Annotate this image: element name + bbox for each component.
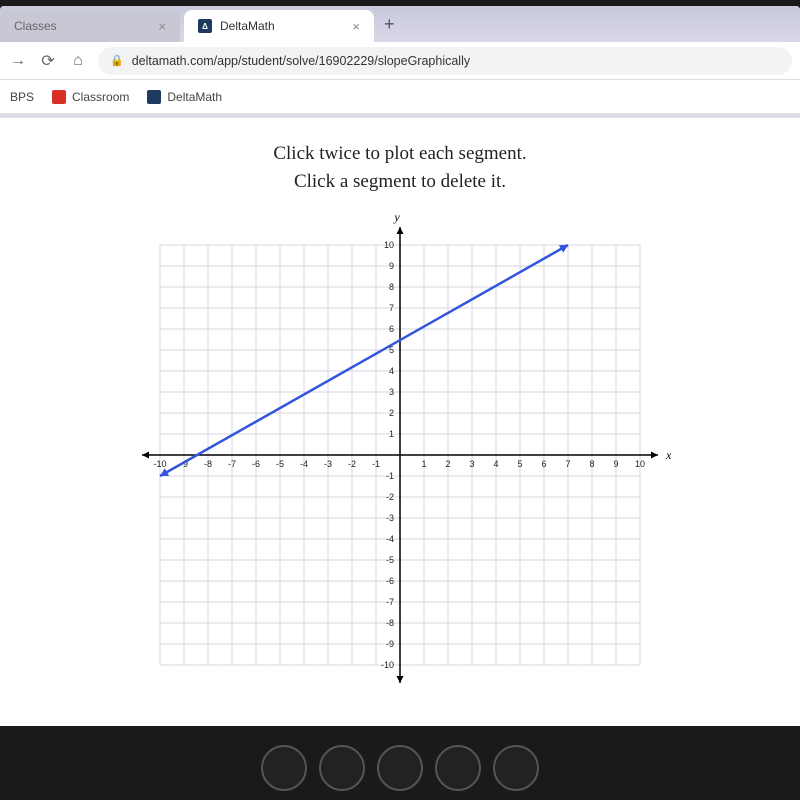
close-icon[interactable]: × (352, 19, 360, 34)
url-text: deltamath.com/app/student/solve/16902229… (132, 54, 470, 68)
svg-text:9: 9 (389, 261, 394, 271)
svg-text:-6: -6 (386, 576, 394, 586)
close-icon[interactable]: × (158, 19, 166, 34)
forward-icon[interactable]: → (8, 52, 28, 70)
dock-app-icon[interactable] (261, 745, 307, 791)
graph-canvas[interactable]: -10-9-8-7-6-5-4-3-2-112345678910-10-9-8-… (120, 205, 680, 705)
svg-text:-3: -3 (386, 513, 394, 523)
svg-text:8: 8 (589, 459, 594, 469)
reload-icon[interactable]: ⟳ (38, 51, 58, 71)
home-icon[interactable]: ⌂ (68, 52, 88, 70)
svg-text:1: 1 (421, 459, 426, 469)
svg-text:-4: -4 (300, 459, 308, 469)
svg-text:-10: -10 (153, 459, 166, 469)
dock-app-icon[interactable] (377, 745, 423, 791)
bookmark-classroom[interactable]: Classroom (52, 90, 129, 104)
svg-text:-6: -6 (252, 459, 260, 469)
svg-text:9: 9 (613, 459, 618, 469)
dock-app-icon[interactable] (493, 745, 539, 791)
svg-text:-1: -1 (386, 471, 394, 481)
bookmark-deltamath[interactable]: DeltaMath (147, 90, 222, 104)
instruction-line: Click a segment to delete it. (273, 168, 526, 196)
bookmark-bps[interactable]: BPS (10, 90, 34, 104)
svg-text:3: 3 (469, 459, 474, 469)
svg-text:-5: -5 (276, 459, 284, 469)
svg-text:4: 4 (493, 459, 498, 469)
tab-classes[interactable]: Classes × (0, 10, 180, 42)
bookmark-label: Classroom (72, 90, 129, 104)
tab-label: Classes (14, 19, 57, 33)
tab-label: DeltaMath (220, 19, 275, 33)
dock-app-icon[interactable] (435, 745, 481, 791)
bookmark-label: BPS (10, 90, 34, 104)
svg-text:4: 4 (389, 366, 394, 376)
svg-text:-1: -1 (372, 459, 380, 469)
deltamath-icon (147, 90, 161, 104)
svg-text:2: 2 (445, 459, 450, 469)
svg-text:x: x (665, 448, 672, 462)
instruction-text: Click twice to plot each segment. Click … (273, 140, 526, 195)
browser-chrome: Classes × Δ DeltaMath × + → ⟳ ⌂ 🔒 deltam… (0, 6, 800, 118)
svg-text:6: 6 (541, 459, 546, 469)
svg-text:-7: -7 (228, 459, 236, 469)
svg-text:7: 7 (389, 303, 394, 313)
coordinate-grid[interactable]: -10-9-8-7-6-5-4-3-2-112345678910-10-9-8-… (120, 205, 680, 705)
svg-text:-2: -2 (348, 459, 356, 469)
page-content: Click twice to plot each segment. Click … (0, 118, 800, 726)
classroom-icon (52, 90, 66, 104)
svg-text:-8: -8 (386, 618, 394, 628)
svg-text:-4: -4 (386, 534, 394, 544)
svg-text:5: 5 (517, 459, 522, 469)
tab-deltamath[interactable]: Δ DeltaMath × (184, 10, 374, 42)
dock-app-icon[interactable] (319, 745, 365, 791)
svg-text:10: 10 (635, 459, 645, 469)
svg-text:-7: -7 (386, 597, 394, 607)
instruction-line: Click twice to plot each segment. (273, 140, 526, 168)
svg-text:3: 3 (389, 387, 394, 397)
bookmark-label: DeltaMath (167, 90, 222, 104)
svg-text:2: 2 (389, 408, 394, 418)
svg-text:y: y (393, 210, 400, 224)
svg-text:-5: -5 (386, 555, 394, 565)
svg-text:10: 10 (384, 240, 394, 250)
os-dock (0, 736, 800, 800)
bookmark-bar: BPS Classroom DeltaMath (0, 80, 800, 114)
toolbar: → ⟳ ⌂ 🔒 deltamath.com/app/student/solve/… (0, 42, 800, 80)
tab-strip: Classes × Δ DeltaMath × + (0, 6, 800, 42)
svg-text:-2: -2 (386, 492, 394, 502)
svg-text:-10: -10 (381, 660, 394, 670)
address-bar[interactable]: 🔒 deltamath.com/app/student/solve/169022… (98, 47, 792, 75)
svg-text:-9: -9 (386, 639, 394, 649)
new-tab-button[interactable]: + (374, 14, 405, 35)
deltamath-favicon: Δ (198, 19, 212, 33)
screen: Classes × Δ DeltaMath × + → ⟳ ⌂ 🔒 deltam… (0, 6, 800, 726)
svg-text:-8: -8 (204, 459, 212, 469)
lock-icon: 🔒 (110, 54, 124, 67)
svg-text:7: 7 (565, 459, 570, 469)
svg-text:8: 8 (389, 282, 394, 292)
svg-text:6: 6 (389, 324, 394, 334)
svg-text:-3: -3 (324, 459, 332, 469)
svg-text:1: 1 (389, 429, 394, 439)
